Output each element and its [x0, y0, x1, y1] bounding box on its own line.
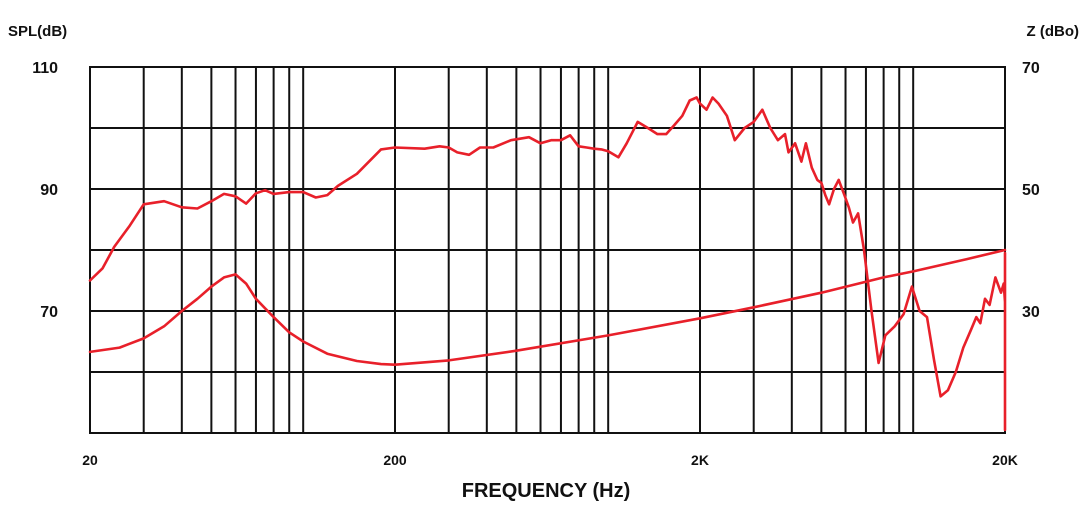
y-tick-label-right: 70	[1022, 60, 1040, 77]
x-axis-label: FREQUENCY (Hz)	[462, 480, 631, 502]
x-tick-label: 20	[82, 452, 98, 468]
y-tick-label-left: 90	[40, 182, 58, 199]
y-tick-label-right: 30	[1022, 304, 1040, 321]
x-tick-label: 200	[383, 452, 407, 468]
y-tick-label-left: 70	[40, 304, 58, 321]
x-tick-label: 20K	[992, 452, 1018, 468]
x-tick-label: 2K	[691, 452, 709, 468]
spl-curve	[88, 96, 1007, 432]
tick-labels: 20 200 2K 20K 110 90 70 70 50 30	[32, 60, 1040, 468]
chart-grid	[89, 66, 1006, 434]
y-tick-label-right: 50	[1022, 182, 1040, 199]
y-tick-label-left: 110	[32, 60, 58, 77]
y-axis-right-label: Z (dBo)	[1027, 23, 1079, 40]
impedance-curve	[88, 248, 1007, 366]
y-axis-left-label: SPL(dB)	[8, 23, 67, 40]
chart-curves	[88, 96, 1007, 432]
